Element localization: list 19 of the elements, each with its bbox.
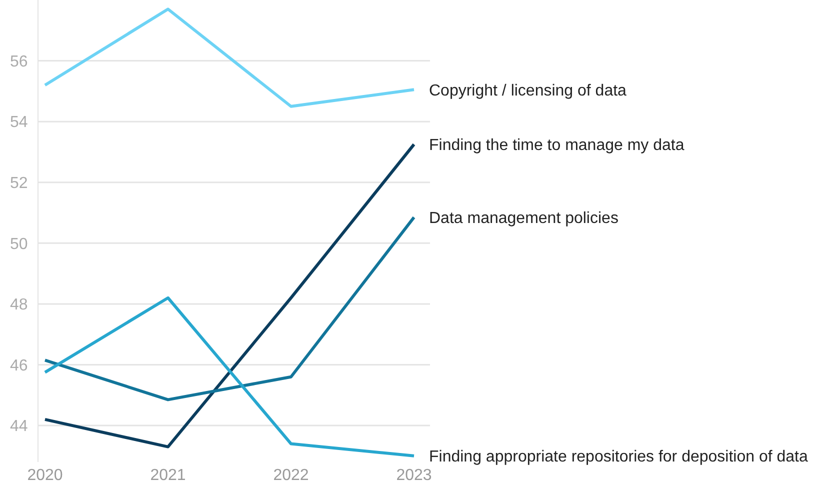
line-series: [44, 142, 416, 448]
x-tick-label: 2021: [150, 467, 186, 484]
x-tick-label: 2023: [396, 467, 432, 484]
line-series: [44, 216, 416, 402]
y-tick-label: 50: [10, 236, 28, 253]
y-tick-label: 56: [10, 53, 28, 70]
line-series: [44, 296, 416, 458]
y-tick-label: 48: [10, 296, 28, 314]
x-tick-label: 2020: [27, 467, 63, 484]
y-tick-label: 54: [10, 114, 28, 132]
line-series: [44, 8, 416, 108]
series-label: Copyright / licensing of data: [429, 82, 627, 100]
y-tick-label: 52: [10, 174, 28, 192]
series-label: Finding appropriate repositories for deposition of data: [429, 448, 808, 466]
series-label: Data management policies: [429, 210, 618, 227]
series-label: Finding the time to manage my data: [429, 136, 684, 154]
y-tick-label: 46: [10, 357, 28, 374]
y-tick-label: 44: [10, 418, 28, 436]
x-tick-label: 2022: [273, 467, 309, 484]
